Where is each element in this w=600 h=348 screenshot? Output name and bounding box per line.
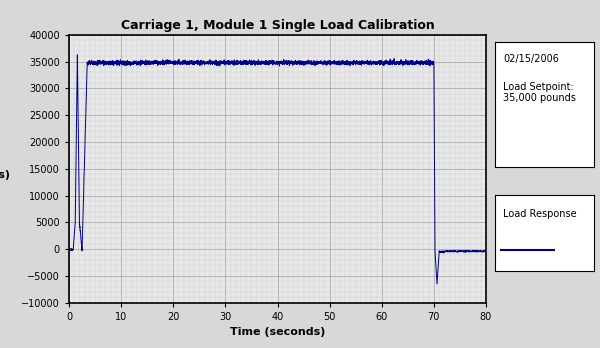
- Text: Load Response: Load Response: [503, 209, 577, 219]
- X-axis label: Time (seconds): Time (seconds): [230, 327, 325, 337]
- Text: 02/15/2006: 02/15/2006: [503, 54, 559, 64]
- Y-axis label: Load
(pounds): Load (pounds): [0, 158, 10, 180]
- Title: Carriage 1, Module 1 Single Load Calibration: Carriage 1, Module 1 Single Load Calibra…: [121, 19, 434, 32]
- Text: Load Setpoint:
35,000 pounds: Load Setpoint: 35,000 pounds: [503, 82, 576, 103]
